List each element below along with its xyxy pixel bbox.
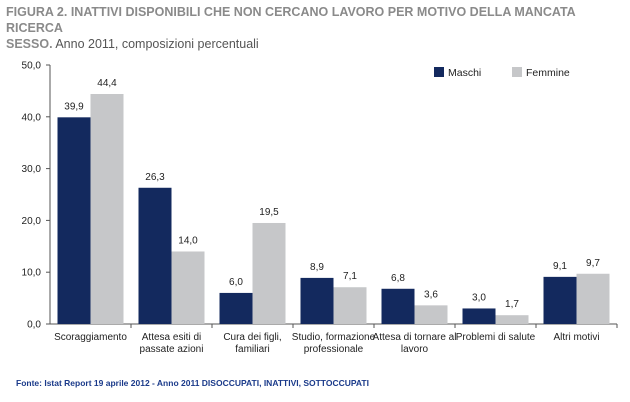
y-tick-label: 0,0: [27, 320, 41, 331]
data-label: 26,3: [145, 172, 165, 183]
legend-swatch: [512, 67, 522, 77]
bar-maschi: [219, 292, 253, 324]
category-label: lavoro: [401, 344, 429, 355]
bar-femmine: [414, 305, 448, 324]
data-label: 7,1: [343, 271, 357, 282]
bar-maschi: [300, 277, 334, 324]
bar-maschi: [462, 308, 496, 324]
data-label: 1,7: [505, 299, 519, 310]
category-label: passate azioni: [140, 344, 204, 355]
chart-title: FIGURA 2. INATTIVI DISPONIBILI CHE NON C…: [6, 4, 626, 52]
category-label: Studio, formazione: [292, 332, 376, 343]
bar-maschi: [381, 288, 415, 324]
legend-label: Maschi: [448, 67, 481, 79]
data-label: 9,7: [586, 258, 600, 269]
category-label: Attesa esiti di: [142, 332, 201, 343]
data-label: 19,5: [259, 207, 279, 218]
data-label: 9,1: [553, 261, 567, 272]
data-label: 3,6: [424, 289, 438, 300]
figure-subtitle: Anno 2011, composizioni percentuali: [55, 37, 259, 51]
category-label: Problemi di salute: [456, 332, 536, 343]
y-tick-label: 50,0: [22, 61, 42, 72]
category-label: Cura dei figli,: [223, 332, 281, 343]
y-tick-label: 20,0: [22, 216, 42, 227]
bar-maschi: [138, 187, 172, 324]
bar-femmine: [252, 222, 286, 324]
data-label: 8,9: [310, 262, 324, 273]
figure-title-continuation: SESSO.: [6, 37, 53, 51]
source-note: Fonte: Istat Report 19 aprile 2012 - Ann…: [16, 378, 369, 388]
data-label: 6,8: [391, 273, 405, 284]
bar-femmine: [576, 273, 610, 324]
category-label: professionale: [304, 344, 364, 355]
y-tick-label: 30,0: [22, 164, 42, 175]
legend-swatch: [434, 67, 444, 77]
bar-femmine: [495, 315, 529, 324]
bar-maschi: [57, 117, 91, 325]
data-label: 6,0: [229, 277, 243, 288]
legend-label: Femmine: [526, 67, 570, 79]
category-label: Altri motivi: [553, 332, 599, 343]
data-label: 39,9: [64, 101, 84, 112]
y-tick-label: 40,0: [22, 112, 42, 123]
category-label: Scoraggiamento: [54, 332, 127, 343]
data-label: 44,4: [97, 78, 117, 89]
category-label: Attesa di tornare al: [373, 332, 457, 343]
data-label: 3,0: [472, 292, 486, 303]
bar-femmine: [171, 251, 205, 324]
y-tick-label: 10,0: [22, 268, 42, 279]
data-label: 14,0: [178, 235, 198, 246]
bar-maschi: [543, 276, 577, 324]
bar-femmine: [333, 287, 367, 324]
figure-title: FIGURA 2. INATTIVI DISPONIBILI CHE NON C…: [6, 5, 576, 35]
category-label: familiari: [235, 344, 269, 355]
bar-femmine: [90, 94, 124, 325]
